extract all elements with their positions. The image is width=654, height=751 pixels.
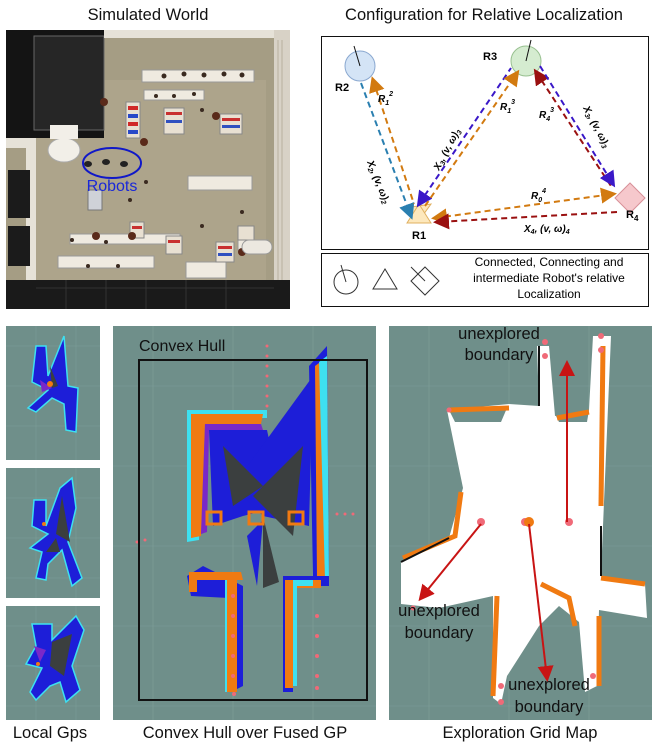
label-r1: R1 bbox=[412, 230, 426, 242]
local-gp-map-2 bbox=[6, 468, 100, 598]
local-gp-map-3 bbox=[6, 606, 100, 720]
convex-hull-label: Convex Hull bbox=[139, 338, 225, 355]
label-r3: R3 bbox=[483, 51, 497, 63]
configuration-panel: R2 R3 R1 R4 X2, (v, ω)2 R12 X3, (v, ω)3 … bbox=[321, 36, 649, 307]
legend-text-line-1: Connected, Connecting and bbox=[475, 255, 624, 269]
unexplored-boundary-label-2: unexplored boundary bbox=[398, 602, 480, 642]
legend-diamond-icon bbox=[410, 266, 440, 296]
convex-hull-rectangle bbox=[138, 359, 368, 701]
arrow-r43 bbox=[533, 68, 612, 187]
robot-r2-icon bbox=[344, 45, 376, 82]
robots-label: Robots bbox=[87, 178, 138, 195]
label-r4: R4 bbox=[626, 209, 639, 223]
legend-text-line-3: Localization bbox=[517, 287, 580, 301]
edge-label-r04: R04 bbox=[531, 188, 546, 204]
arrow-x3-left bbox=[416, 67, 512, 208]
local-gp-map-1 bbox=[6, 326, 100, 460]
arrow-x2 bbox=[360, 82, 415, 220]
robot-r3-icon bbox=[510, 39, 542, 77]
edge-label-r12: R12 bbox=[378, 91, 393, 107]
exploration-arrow-down-left bbox=[418, 523, 482, 602]
exploration-arrow-down bbox=[528, 523, 554, 682]
convex-hull-panel: Convex Hull bbox=[113, 326, 376, 720]
legend-text-line-2: intermediate Robot's relative bbox=[473, 271, 625, 285]
title-configuration: Configuration for Relative Localization bbox=[345, 6, 623, 24]
edge-label-r43: R43 bbox=[539, 107, 554, 123]
unexplored-boundary-label-3: unexplored boundary bbox=[508, 676, 590, 716]
label-r2: R2 bbox=[335, 82, 349, 94]
title-simulated-world: Simulated World bbox=[87, 6, 209, 24]
arrow-r13 bbox=[424, 69, 520, 207]
robots-highlight-ellipse bbox=[82, 147, 142, 179]
arrow-x3-right bbox=[539, 65, 616, 188]
edge-label-r13: R13 bbox=[500, 99, 515, 115]
simulated-world-panel: Robots bbox=[6, 30, 290, 309]
arrow-r12 bbox=[369, 76, 415, 205]
title-exploration-grid-map: Exploration Grid Map bbox=[442, 724, 598, 742]
legend-circle-icon bbox=[333, 264, 359, 295]
arrow-x4 bbox=[433, 211, 618, 230]
edge-label-x4: X4, (v, ω)4 bbox=[523, 224, 570, 236]
title-convex-hull-over-fused: Convex Hull over Fused GP bbox=[142, 724, 348, 742]
legend-triangle-icon bbox=[372, 268, 398, 290]
exploration-map-panel: unexplored boundary unexplored boundary un… bbox=[389, 326, 652, 720]
unexplored-boundary-label-1: unexplored boundary bbox=[458, 326, 540, 364]
title-local-gps: Local Gps bbox=[12, 724, 88, 742]
